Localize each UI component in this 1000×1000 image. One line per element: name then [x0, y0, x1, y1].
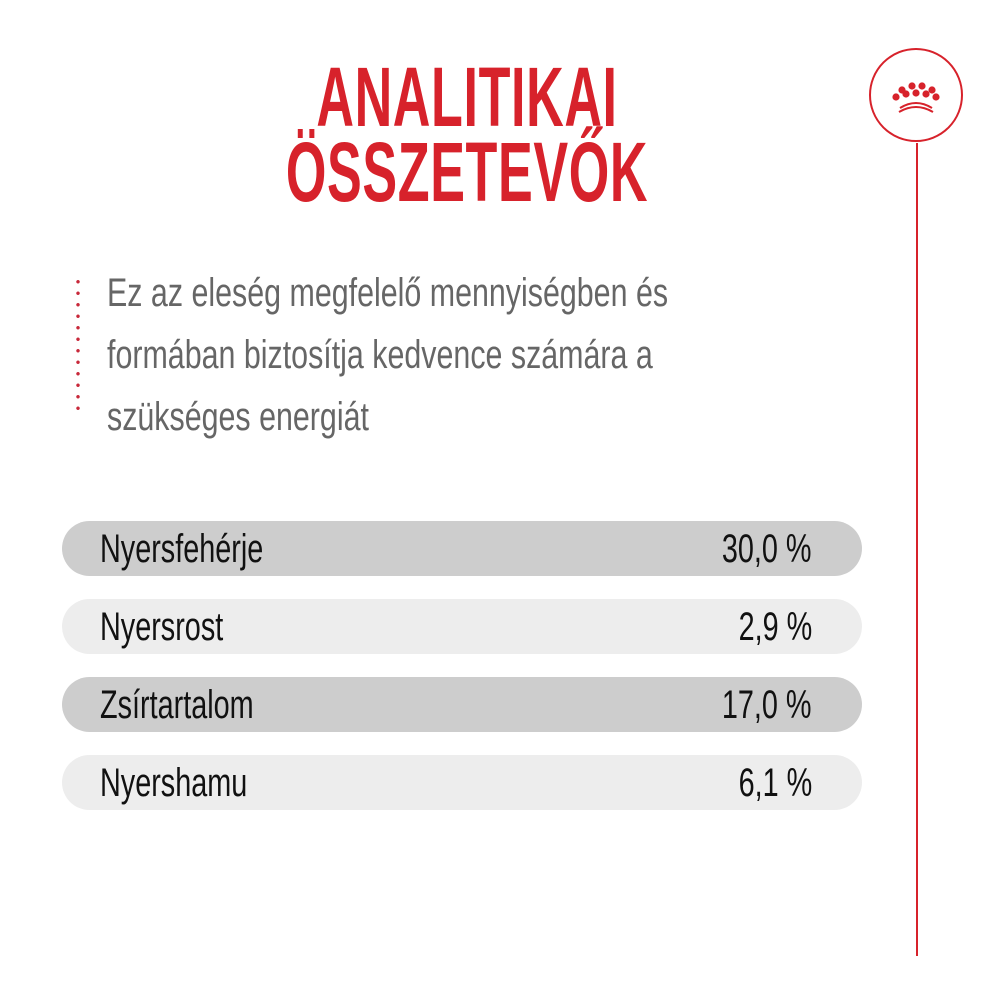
- title-line-2: ÖSSZETEVŐK: [285, 125, 649, 219]
- nutrient-value: 30,0 %: [722, 527, 812, 571]
- description-line: formában biztosítja kedvence számára a: [107, 333, 653, 377]
- nutrient-label: Nyersrost: [100, 605, 224, 649]
- nutrient-value: 17,0 %: [722, 683, 812, 727]
- nutrient-label: Zsírtartalom: [100, 683, 254, 727]
- nutrient-row: Nyershamu 6,1 %: [62, 755, 862, 810]
- crown-logo-icon: [869, 48, 963, 142]
- description: Ez az eleség megfelelő mennyiségben és f…: [107, 262, 668, 448]
- dotted-bullet-line: [76, 276, 80, 416]
- nutrient-label: Nyersfehérje: [100, 527, 264, 571]
- nutrient-row: Zsírtartalom 17,0 %: [62, 677, 862, 732]
- nutrient-row: Nyersfehérje 30,0 %: [62, 521, 862, 576]
- nutrient-row: Nyersrost 2,9 %: [62, 599, 862, 654]
- nutrient-value: 2,9 %: [738, 605, 812, 649]
- title-line-1: ANALITIKAI: [316, 50, 618, 144]
- vertical-divider: [916, 143, 918, 956]
- nutrient-value: 6,1 %: [738, 761, 812, 805]
- description-line: szükséges energiát: [107, 395, 369, 439]
- nutrient-label: Nyershamu: [100, 761, 248, 805]
- description-line: Ez az eleség megfelelő mennyiségben és: [107, 271, 669, 315]
